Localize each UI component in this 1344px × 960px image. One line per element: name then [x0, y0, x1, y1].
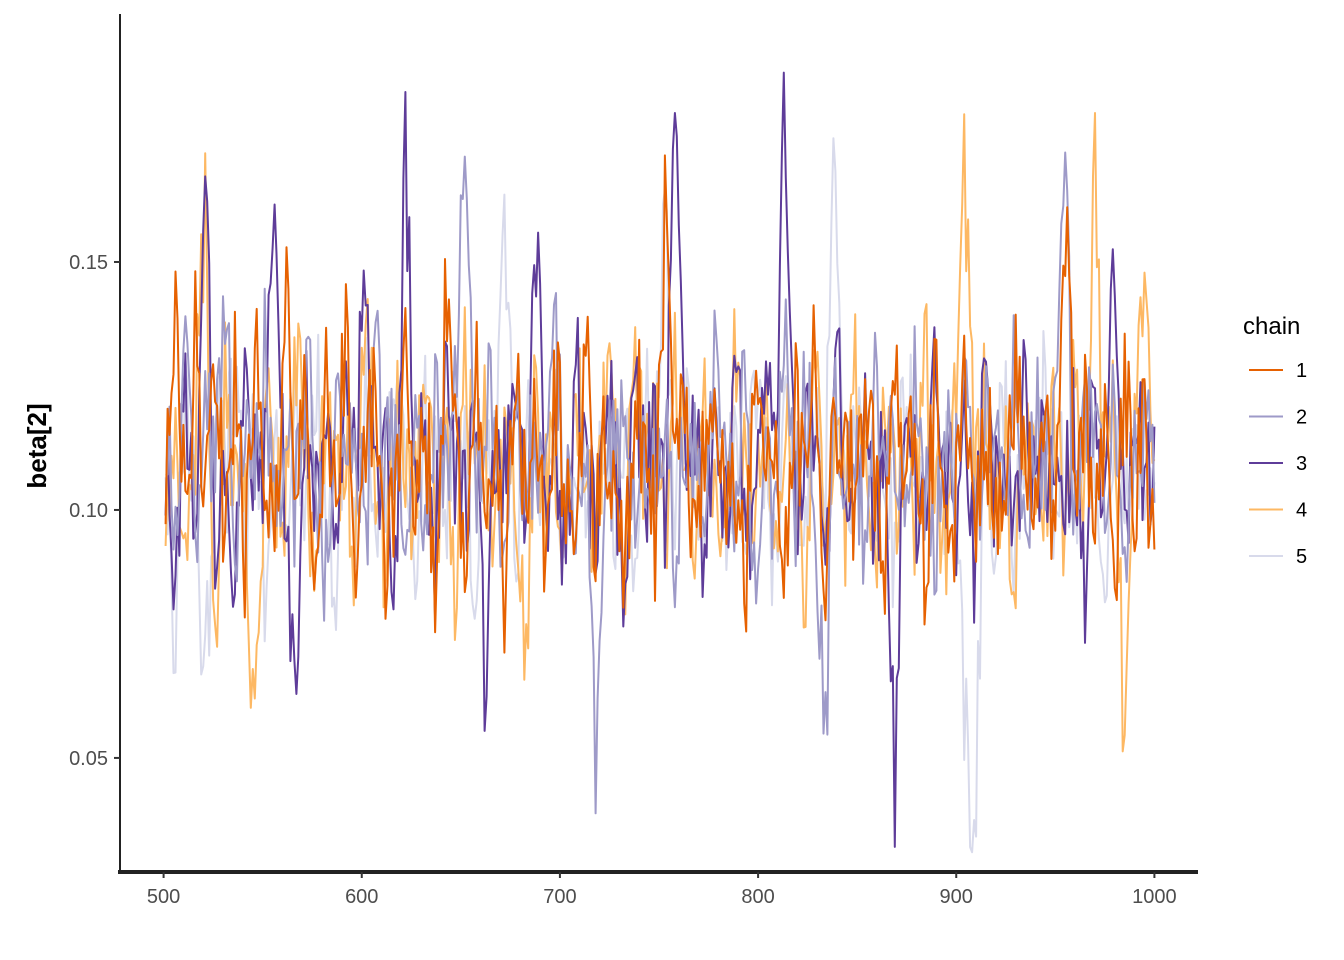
x-tick-label: 900: [940, 886, 973, 908]
series-lines: [164, 71, 1156, 854]
legend-title: chain: [1243, 313, 1300, 340]
x-tick-label: 800: [741, 886, 774, 908]
x-tick-label: 700: [543, 886, 576, 908]
y-tick-label: 0.10: [69, 500, 108, 522]
legend-items: 1 2 3 4 5: [1249, 360, 1307, 568]
axis-ticks: 500 600 700 800 900 1000 0.05 0.10 0.15: [69, 252, 1177, 908]
legend: chain 1 2 3 4 5: [1243, 313, 1307, 568]
x-tick-label: 500: [147, 886, 180, 908]
y-axis-title: beta[2]: [22, 403, 52, 488]
legend-label-chain-5: 5: [1296, 546, 1307, 568]
legend-label-chain-4: 4: [1296, 500, 1307, 522]
legend-label-chain-2: 2: [1296, 407, 1307, 429]
series-line-chain-1: [164, 154, 1156, 654]
x-tick-label: 600: [345, 886, 378, 908]
x-tick-label: 1000: [1132, 886, 1177, 908]
y-tick-label: 0.05: [69, 748, 108, 770]
legend-label-chain-1: 1: [1296, 360, 1307, 382]
y-tick-label: 0.15: [69, 252, 108, 274]
series-line-chain-4: [164, 112, 1156, 753]
legend-label-chain-3: 3: [1296, 453, 1307, 475]
axes: [118, 14, 1198, 874]
